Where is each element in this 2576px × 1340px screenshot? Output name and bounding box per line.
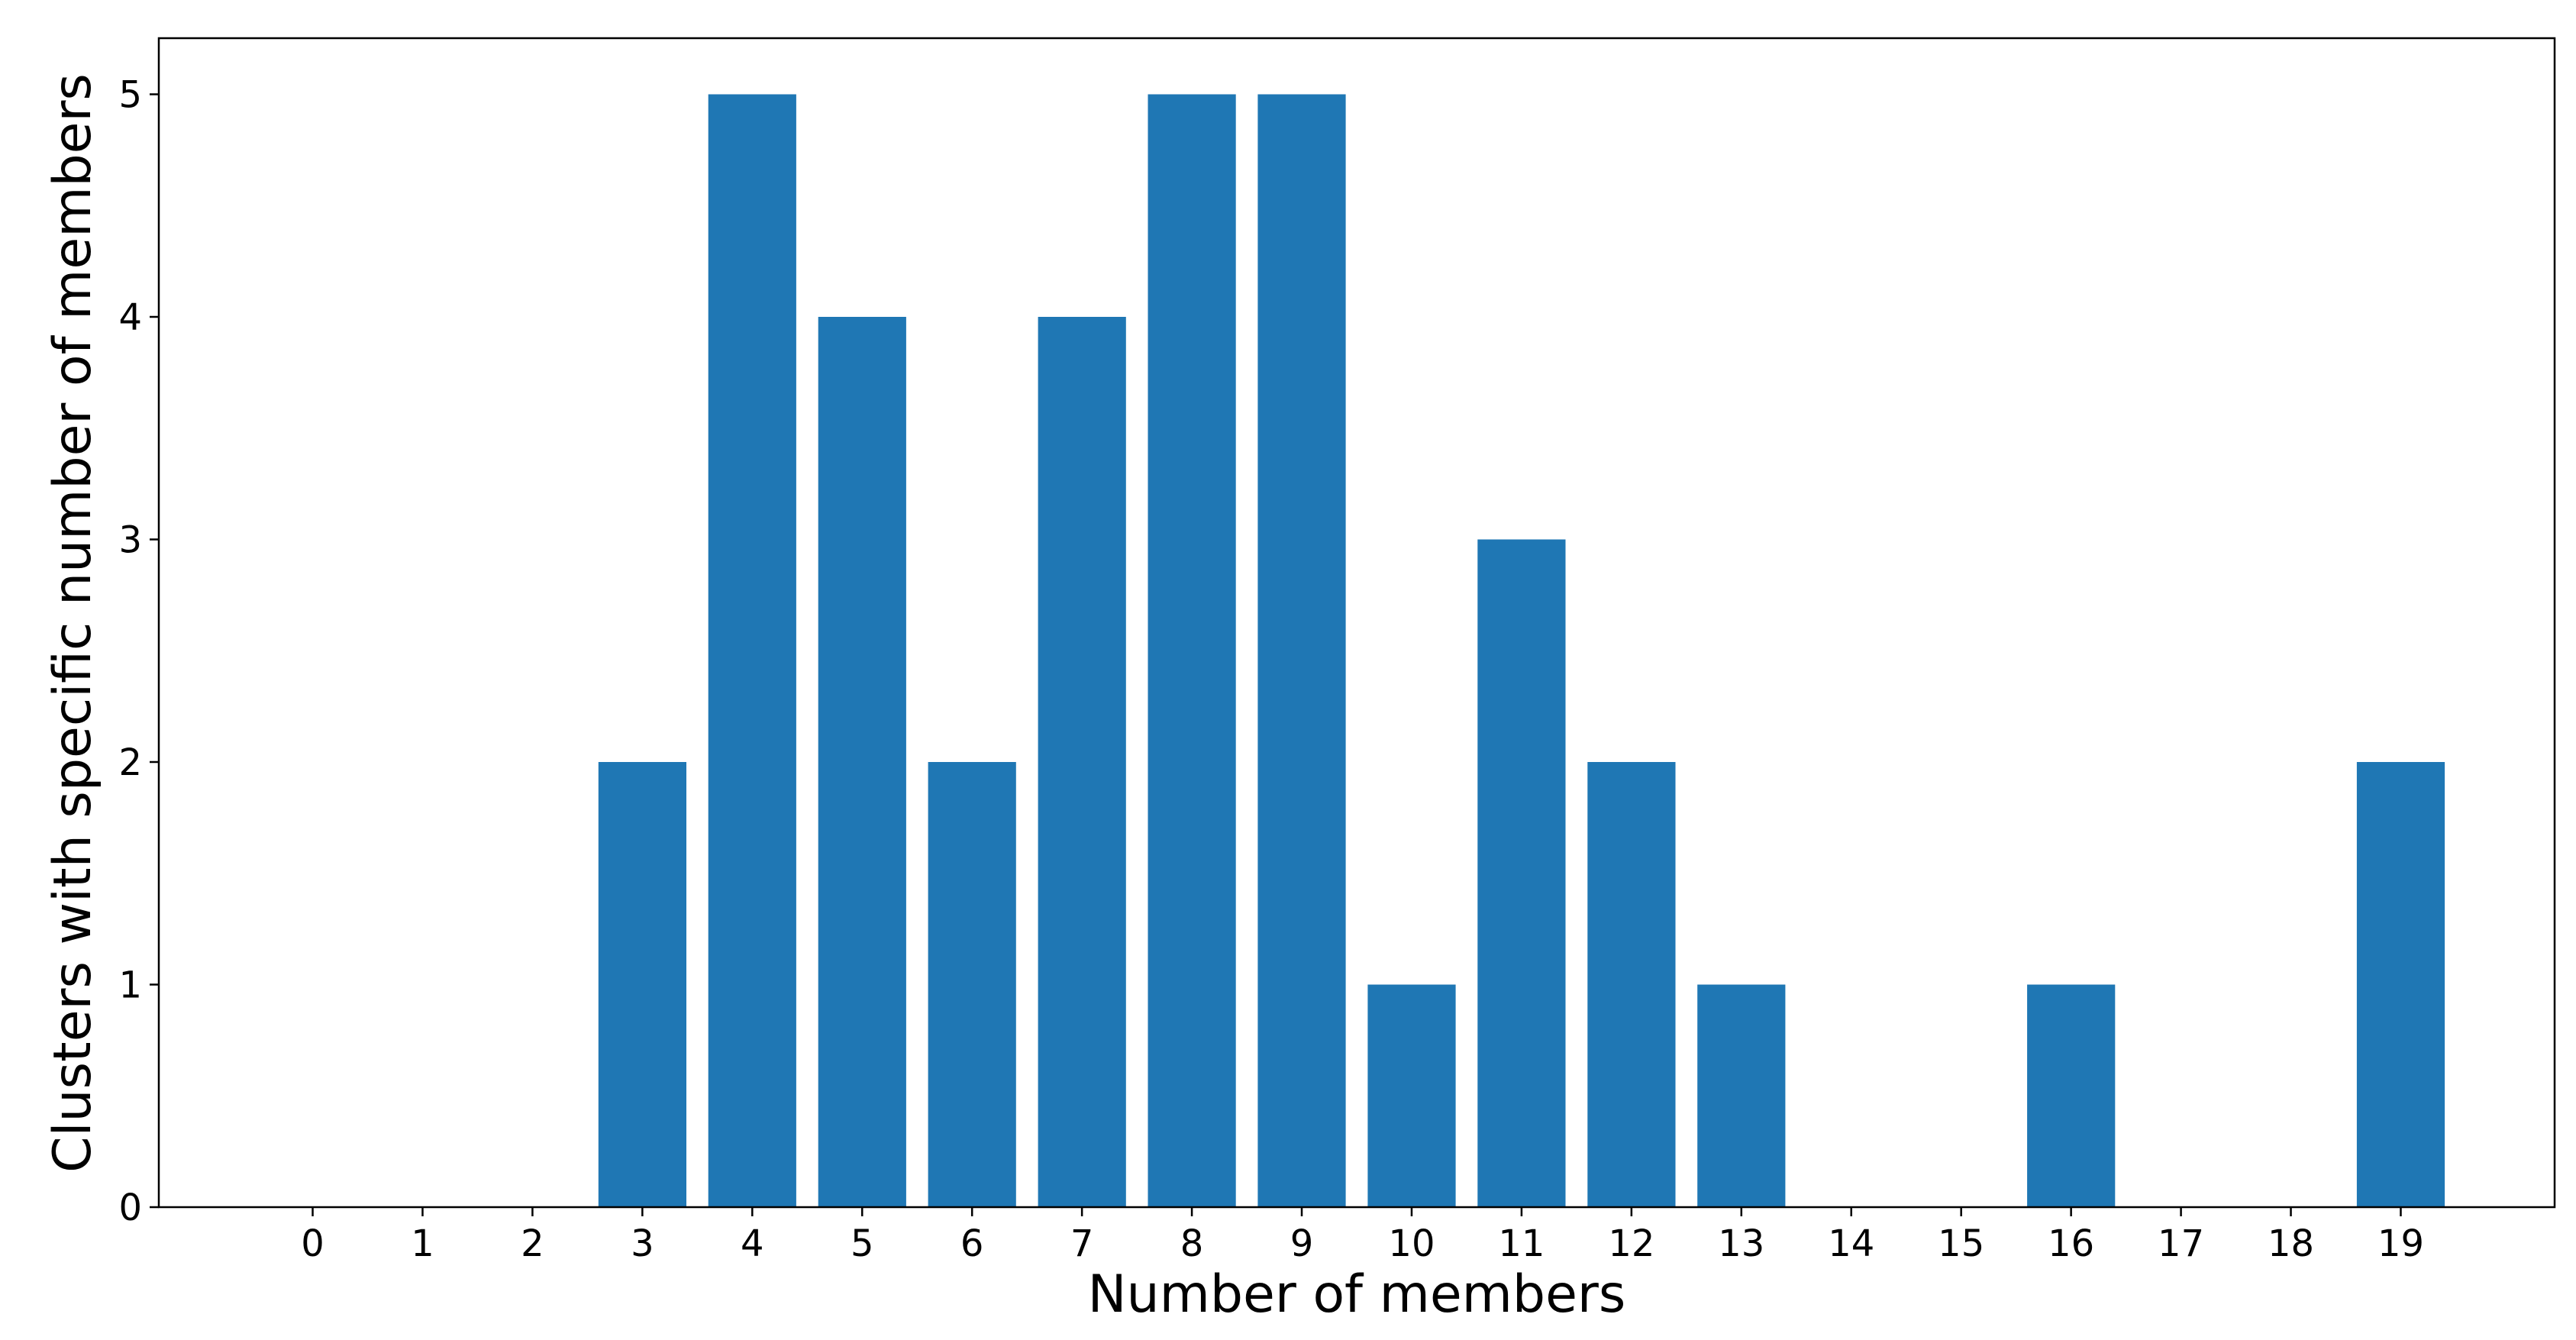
bar-12 (1587, 762, 1676, 1207)
x-tick-label: 6 (960, 1222, 984, 1265)
y-tick-label: 4 (118, 296, 142, 339)
x-tick-label: 8 (1180, 1222, 1204, 1265)
x-tick-label: 3 (631, 1222, 654, 1265)
x-tick-label: 0 (301, 1222, 324, 1265)
bar-8 (1148, 94, 1236, 1207)
y-axis-ticks: 0 1 2 3 4 5 (118, 74, 159, 1229)
x-tick-label: 10 (1388, 1222, 1435, 1265)
x-tick-label: 15 (1938, 1222, 1984, 1265)
bar-3 (598, 762, 686, 1207)
bar-9 (1257, 94, 1346, 1207)
x-tick-label: 1 (411, 1222, 434, 1265)
x-tick-label: 18 (2268, 1222, 2314, 1265)
bar-19 (2356, 762, 2445, 1207)
bar-11 (1477, 539, 1566, 1207)
bar-16 (2027, 984, 2116, 1207)
x-tick-label: 11 (1498, 1222, 1545, 1265)
x-axis-label: Number of members (1088, 1264, 1626, 1325)
bar-10 (1367, 984, 1456, 1207)
x-tick-label: 16 (2048, 1222, 2094, 1265)
x-tick-label: 13 (1718, 1222, 1764, 1265)
x-tick-label: 17 (2158, 1222, 2204, 1265)
bar-7 (1038, 317, 1126, 1207)
x-tick-label: 9 (1290, 1222, 1314, 1265)
y-tick-label: 5 (118, 74, 142, 117)
bar-4 (708, 94, 796, 1207)
y-tick-label: 2 (118, 741, 142, 784)
bar-13 (1697, 984, 1786, 1207)
y-tick-label: 0 (118, 1187, 142, 1229)
x-tick-label: 14 (1828, 1222, 1874, 1265)
bar-5 (818, 317, 906, 1207)
bars-group (598, 94, 2445, 1207)
x-tick-label: 5 (851, 1222, 874, 1265)
x-tick-label: 19 (2377, 1222, 2424, 1265)
x-axis-ticks: 0 1 2 3 4 5 6 7 8 9 10 11 12 13 14 15 16 17 18 19 (301, 1207, 2424, 1265)
y-axis-label: Clusters with specific number of members (43, 73, 103, 1173)
x-tick-label: 2 (521, 1222, 544, 1265)
x-tick-label: 7 (1070, 1222, 1094, 1265)
x-tick-label: 12 (1608, 1222, 1654, 1265)
bar-6 (928, 762, 1016, 1207)
plot-area-frame (157, 37, 2556, 1209)
y-tick-label: 1 (118, 964, 142, 1007)
x-tick-label: 4 (741, 1222, 764, 1265)
y-tick-label: 3 (118, 519, 142, 562)
